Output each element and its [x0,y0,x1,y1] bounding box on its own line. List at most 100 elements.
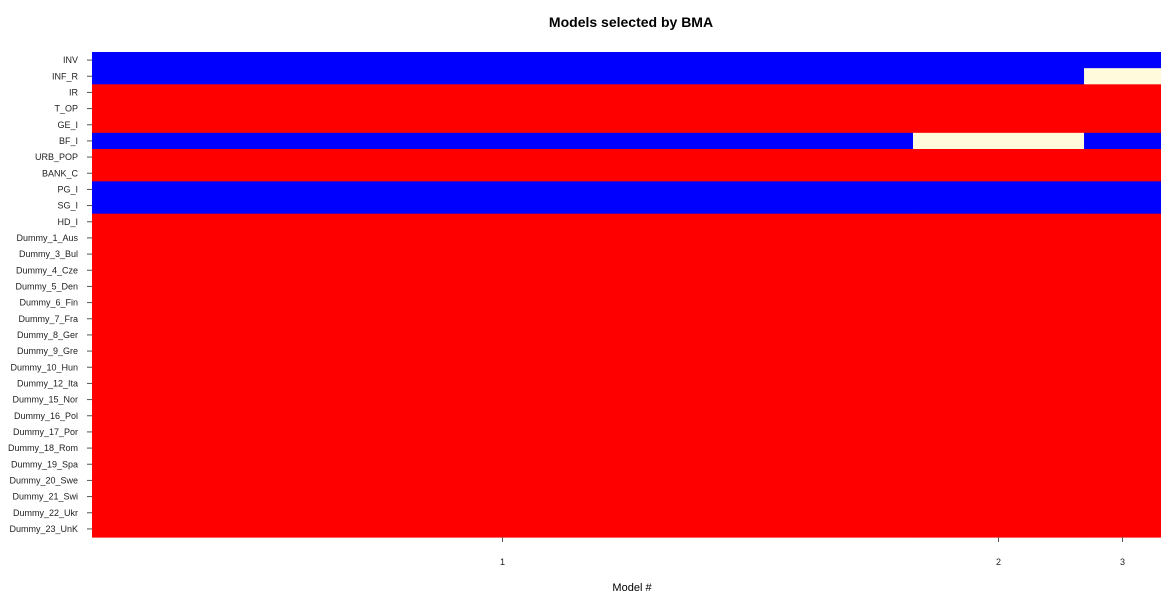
heatmap-cell [1084,423,1161,441]
y-tick-label: Dummy_9_Gre [17,346,78,356]
heatmap-cell [1084,149,1161,166]
heatmap-cell [1084,407,1161,425]
y-tick-label: Dummy_12_Ita [17,378,78,388]
x-axis: 1 2 3 [500,537,1125,567]
heatmap-cell [92,504,914,522]
heatmap-cell [912,343,1085,360]
heatmap-cell [912,504,1085,522]
heatmap-cell [1084,132,1161,150]
heatmap-cell [92,149,914,166]
heatmap-cell [1084,68,1161,85]
heatmap-cell [1084,116,1161,134]
y-tick-label: Dummy_22_Ukr [13,508,78,518]
heatmap-cell [912,229,1085,247]
y-tick-label: SG_I [57,201,78,211]
heatmap-cell [1084,213,1161,231]
heatmap-cell [92,375,914,393]
y-tick-label: URB_POP [35,152,78,162]
heatmap-cell [912,132,1085,150]
heatmap-cell [92,456,914,473]
heatmap-cell [92,310,914,328]
heatmap-cells [92,52,1161,538]
y-tick-label: IR [69,87,79,97]
heatmap-cell [92,116,914,134]
heatmap-cell [912,149,1085,166]
heatmap-cell [92,246,914,263]
heatmap-cell [912,456,1085,473]
heatmap-cell [912,68,1085,85]
heatmap-cell [1084,278,1161,296]
heatmap-cell [1084,310,1161,328]
y-tick-label: Dummy_5_Den [15,281,78,291]
y-tick-label: Dummy_15_Nor [12,395,78,405]
heatmap-cell [92,100,914,118]
heatmap-cell [912,262,1085,279]
heatmap-cell [1084,165,1161,182]
y-tick-label: HD_I [57,217,78,227]
y-tick-label: Dummy_4_Cze [16,265,78,275]
heatmap-cell [1084,84,1161,102]
heatmap-cell [1084,520,1161,538]
heatmap-cell [92,165,914,182]
heatmap-cell [1084,246,1161,263]
y-tick-label: Dummy_21_Swi [12,492,78,502]
y-tick-label: Dummy_3_Bul [19,249,78,259]
heatmap-cell [1084,504,1161,522]
heatmap-cell [92,52,914,69]
heatmap-cell [92,472,914,490]
heatmap-cell [1084,391,1161,409]
heatmap-cell [912,197,1085,215]
heatmap-cell [1084,262,1161,279]
heatmap-cell [912,116,1085,134]
heatmap-cell [912,84,1085,102]
x-tick-label: 1 [500,557,505,567]
y-tick-label: Dummy_23_UnK [9,524,78,534]
heatmap-cell [912,100,1085,118]
heatmap-cell [912,165,1085,182]
heatmap-cell [912,359,1085,376]
y-tick-label: Dummy_8_Ger [17,330,78,340]
y-axis: INV INF_R IR T_OP GE_I BF_I URB_POP BANK_C PG_I S… [8,55,92,534]
y-tick-label: Dummy_7_Fra [18,314,78,324]
y-tick-label: INV [63,55,78,65]
heatmap-cell [92,326,914,344]
heatmap-cell [1084,456,1161,473]
heatmap-cell [92,343,914,360]
heatmap-cell [1084,52,1161,69]
y-tick-label: Dummy_16_Pol [14,411,78,421]
heatmap-cell [1084,343,1161,360]
y-tick-label: BF_I [59,136,78,146]
heatmap-cell [92,181,914,199]
heatmap-cell [1084,100,1161,118]
heatmap-cell [92,294,914,312]
y-tick-label: Dummy_19_Spa [11,459,78,469]
heatmap-cell [912,213,1085,231]
heatmap-cell [92,423,914,441]
heatmap-cell [1084,375,1161,393]
heatmap-cell [912,472,1085,490]
y-tick-label: Dummy_10_Hun [10,362,78,372]
heatmap-cell [1084,472,1161,490]
y-tick-label: GE_I [57,120,78,130]
y-tick-label: PG_I [57,184,78,194]
heatmap-cell [912,440,1085,457]
x-axis-label: Model # [612,582,652,593]
y-tick-label: INF_R [52,71,79,81]
heatmap-cell [1084,294,1161,312]
heatmap-cell [1084,181,1161,199]
heatmap-cell [1084,229,1161,247]
heatmap-cell [912,278,1085,296]
heatmap-cell [912,310,1085,328]
heatmap-cell [92,488,914,506]
y-tick-label: T_OP [54,104,78,114]
heatmap-cell [912,520,1085,538]
y-tick-label: Dummy_20_Swe [9,475,78,485]
heatmap-cell [92,407,914,425]
heatmap-cell [92,132,914,150]
heatmap-cell [92,278,914,296]
heatmap-cell [912,181,1085,199]
heatmap-cell [1084,197,1161,215]
y-tick-label: Dummy_6_Fin [19,298,78,308]
heatmap-cell [92,262,914,279]
